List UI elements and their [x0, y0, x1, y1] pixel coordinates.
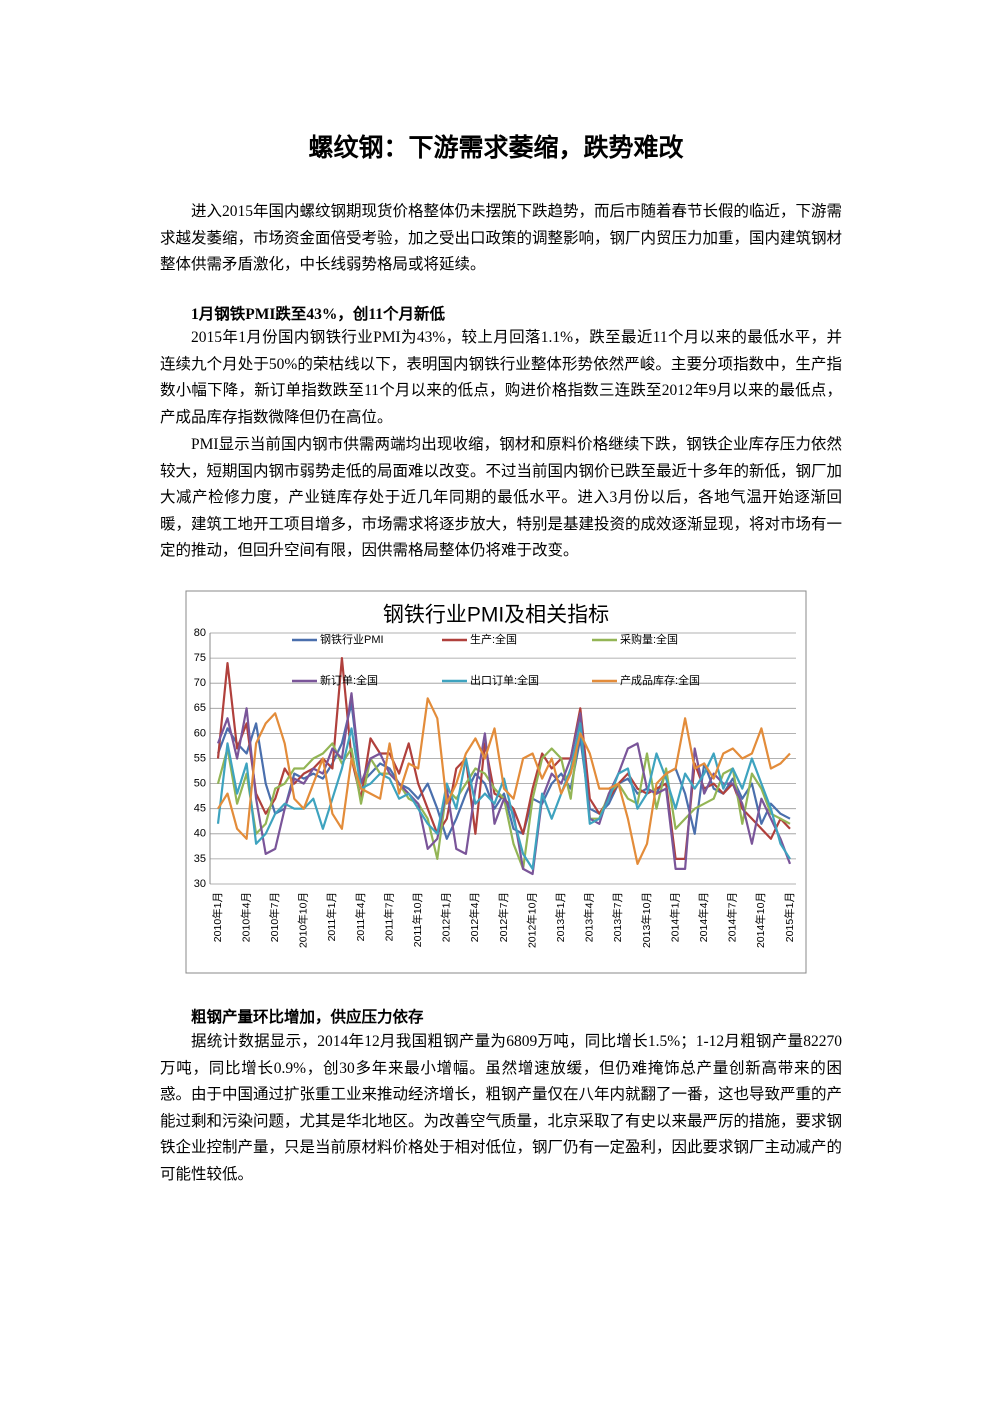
x-tick-label: 2011年1月 [325, 892, 338, 941]
x-tick-label: 2013年10月 [640, 892, 653, 948]
y-tick-label: 40 [194, 828, 206, 840]
x-tick-label: 2014年4月 [697, 892, 710, 942]
x-tick-label: 2015年1月 [783, 892, 796, 942]
x-tick-label: 2010年10月 [297, 892, 310, 948]
x-tick-label: 2014年7月 [726, 892, 739, 942]
y-tick-label: 60 [194, 727, 206, 739]
x-tick-label: 2011年7月 [382, 892, 395, 941]
chart-title: 钢铁行业PMI及相关指标 [383, 604, 609, 627]
series-line [216, 702, 791, 840]
x-tick-label: 2013年1月 [554, 892, 567, 942]
x-tick-label: 2011年10月 [411, 892, 424, 947]
chart: 钢铁行业PMI及相关指标 30 35 40 45 50 55 60 65 70 75 80 2010年… [185, 590, 807, 974]
y-tick-label: 45 [194, 803, 206, 815]
legend-label: 采购量:全国 [620, 632, 678, 646]
legend-label: 产成品库存:全国 [620, 673, 700, 687]
legend-label: 出口订单:全国 [470, 673, 539, 687]
heading: 粗钢产量环比增加，供应压力依存 [191, 1009, 424, 1026]
x-tick-label: 2010年1月 [211, 892, 224, 942]
y-tick-label: 80 [194, 627, 206, 639]
x-tick-label: 2014年1月 [668, 892, 681, 942]
series-line [217, 697, 791, 865]
x-tick-label: 2012年7月 [497, 892, 510, 942]
x-tick-label: 2013年4月 [583, 892, 596, 942]
title: 螺纹钢：下游需求萎缩，跌势难改 [308, 135, 684, 162]
series-line [216, 722, 791, 870]
paragraph: 据统计数据显示，2014年12月我国粗钢产量为6809万吨，同比增长1.5%；1… [160, 1033, 843, 1183]
y-tick-label: 50 [194, 778, 206, 790]
legend-label: 新订单:全国 [320, 673, 378, 687]
x-tick-label: 2010年4月 [239, 892, 252, 942]
x-tick-label: 2013年7月 [611, 892, 624, 942]
legend-label: 生产:全国 [470, 632, 517, 646]
paragraph: 2015年1月份国内钢铁行业PMI为43%，较上月回落1.1%，跌至最近11个月… [160, 329, 842, 426]
x-tick-label: 2012年1月 [440, 892, 453, 942]
legend-label: 钢铁行业PMI [320, 633, 384, 646]
y-tick-label: 65 [194, 702, 206, 714]
x-tick-label: 2010年7月 [268, 892, 281, 942]
x-tick-label: 2011年4月 [354, 892, 367, 941]
x-tick-label: 2012年4月 [468, 892, 481, 942]
paragraph: PMI显示当前国内钢市供需两端均出现收缩，钢材和原料价格继续下跌，钢铁企业库存压… [160, 436, 843, 559]
y-tick-label: 55 [194, 752, 206, 764]
heading: 1月钢铁PMI跌至43%，创11个月新低 [191, 306, 446, 323]
series-line [216, 692, 792, 876]
x-tick-label: 2014年10月 [754, 892, 767, 948]
x-tick-label: 2012年10月 [525, 892, 538, 948]
y-tick-label: 70 [194, 677, 206, 689]
y-tick-label: 75 [194, 652, 206, 664]
y-tick-label: 30 [194, 878, 206, 890]
paragraph: 进入2015年国内螺纹钢期现货价格整体仍未摆脱下跌趋势，而后市随着春节长假的临近… [160, 203, 843, 273]
y-tick-label: 35 [194, 853, 206, 865]
